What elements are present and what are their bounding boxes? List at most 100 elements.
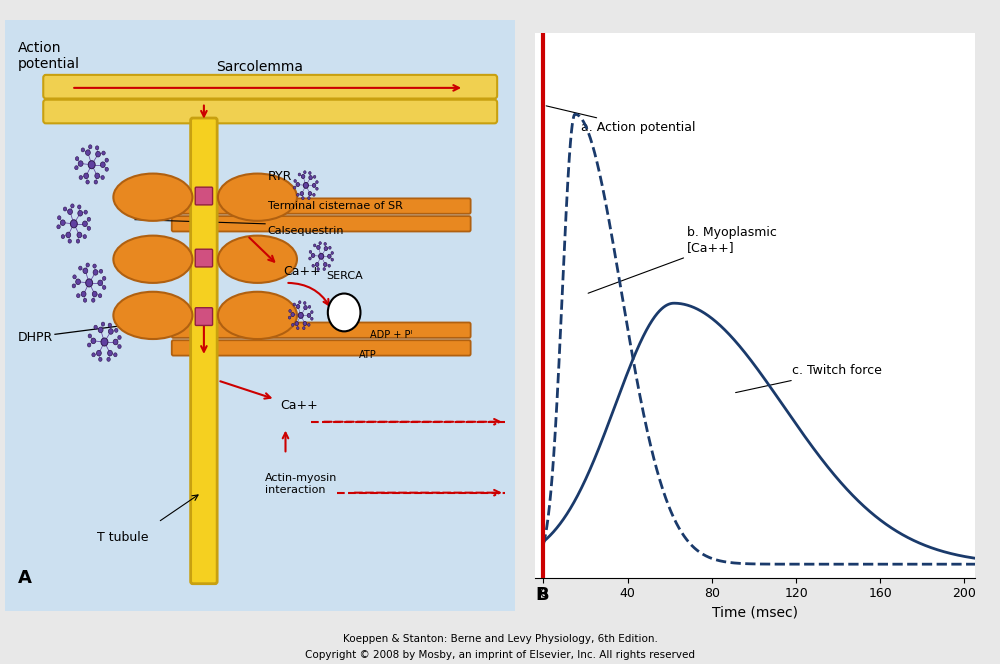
- Circle shape: [298, 313, 303, 318]
- Circle shape: [317, 246, 320, 250]
- Circle shape: [311, 254, 315, 258]
- Circle shape: [113, 339, 118, 345]
- Circle shape: [93, 264, 96, 268]
- Circle shape: [294, 179, 296, 183]
- Ellipse shape: [218, 173, 297, 221]
- Circle shape: [301, 175, 305, 179]
- Circle shape: [291, 313, 294, 317]
- Text: ADP + Pᴵ: ADP + Pᴵ: [370, 330, 412, 340]
- Circle shape: [71, 204, 74, 208]
- Circle shape: [108, 323, 112, 327]
- Circle shape: [289, 309, 291, 313]
- Circle shape: [86, 263, 89, 267]
- Circle shape: [83, 298, 87, 302]
- Text: Koeppen & Stanton: Berne and Levy Physiology, 6th Edition.: Koeppen & Stanton: Berne and Levy Physio…: [343, 633, 657, 644]
- Circle shape: [328, 254, 331, 258]
- FancyBboxPatch shape: [195, 249, 213, 267]
- Circle shape: [312, 183, 316, 187]
- Circle shape: [107, 357, 110, 361]
- Circle shape: [79, 266, 82, 270]
- Circle shape: [316, 181, 318, 183]
- Circle shape: [94, 180, 98, 184]
- FancyBboxPatch shape: [195, 307, 213, 325]
- Text: RYR: RYR: [268, 170, 292, 183]
- Circle shape: [303, 327, 305, 329]
- Circle shape: [114, 353, 117, 357]
- Circle shape: [84, 173, 89, 179]
- Circle shape: [307, 313, 311, 317]
- FancyBboxPatch shape: [191, 118, 217, 584]
- Circle shape: [288, 316, 291, 319]
- Circle shape: [118, 335, 121, 339]
- Circle shape: [98, 293, 102, 297]
- Circle shape: [93, 270, 98, 275]
- Circle shape: [319, 254, 324, 259]
- Circle shape: [298, 301, 301, 303]
- Circle shape: [99, 357, 102, 361]
- Circle shape: [61, 234, 65, 238]
- Circle shape: [303, 183, 308, 189]
- Circle shape: [115, 328, 118, 333]
- Circle shape: [95, 173, 100, 179]
- Circle shape: [96, 151, 100, 157]
- Circle shape: [87, 217, 91, 221]
- Circle shape: [293, 303, 296, 306]
- Circle shape: [331, 258, 334, 261]
- Ellipse shape: [113, 236, 192, 283]
- Circle shape: [68, 239, 71, 243]
- FancyBboxPatch shape: [0, 14, 520, 617]
- Circle shape: [66, 232, 71, 238]
- Circle shape: [311, 311, 313, 313]
- Text: b. Myoplasmic
[Ca++]: b. Myoplasmic [Ca++]: [588, 226, 776, 293]
- Circle shape: [296, 305, 300, 309]
- Circle shape: [296, 183, 300, 187]
- Circle shape: [81, 291, 86, 297]
- Circle shape: [70, 220, 77, 228]
- Circle shape: [309, 257, 311, 260]
- Circle shape: [298, 173, 301, 176]
- Circle shape: [303, 321, 307, 325]
- Circle shape: [72, 284, 76, 288]
- Circle shape: [313, 193, 315, 197]
- Circle shape: [308, 305, 311, 308]
- FancyBboxPatch shape: [43, 100, 497, 124]
- Circle shape: [302, 197, 304, 200]
- Circle shape: [77, 232, 82, 238]
- Circle shape: [101, 175, 104, 179]
- Circle shape: [317, 268, 319, 270]
- FancyBboxPatch shape: [195, 187, 213, 205]
- Circle shape: [323, 268, 325, 270]
- Circle shape: [303, 301, 306, 305]
- Circle shape: [78, 210, 83, 216]
- Circle shape: [323, 262, 327, 266]
- Circle shape: [315, 262, 319, 266]
- FancyBboxPatch shape: [172, 216, 471, 232]
- Circle shape: [304, 171, 306, 174]
- Circle shape: [308, 323, 310, 326]
- Circle shape: [87, 343, 91, 347]
- Text: Calsequestrin: Calsequestrin: [268, 226, 344, 236]
- Circle shape: [99, 269, 103, 274]
- Circle shape: [311, 317, 313, 320]
- Circle shape: [83, 234, 86, 238]
- Ellipse shape: [218, 236, 297, 283]
- Circle shape: [81, 148, 85, 152]
- Text: Sarcolemma: Sarcolemma: [216, 60, 304, 74]
- Ellipse shape: [113, 291, 192, 339]
- Circle shape: [118, 345, 121, 349]
- Circle shape: [75, 166, 78, 170]
- Circle shape: [313, 175, 316, 179]
- Circle shape: [308, 197, 310, 200]
- Text: A: A: [18, 569, 32, 587]
- Text: Ca++: Ca++: [283, 264, 321, 278]
- Text: SERCA: SERCA: [326, 271, 363, 281]
- Circle shape: [76, 239, 80, 243]
- Circle shape: [85, 150, 90, 155]
- Circle shape: [68, 209, 72, 214]
- FancyBboxPatch shape: [172, 323, 471, 338]
- X-axis label: Time (msec): Time (msec): [712, 606, 798, 620]
- Circle shape: [105, 167, 108, 171]
- Circle shape: [308, 191, 312, 196]
- FancyBboxPatch shape: [172, 340, 471, 356]
- Ellipse shape: [113, 173, 192, 221]
